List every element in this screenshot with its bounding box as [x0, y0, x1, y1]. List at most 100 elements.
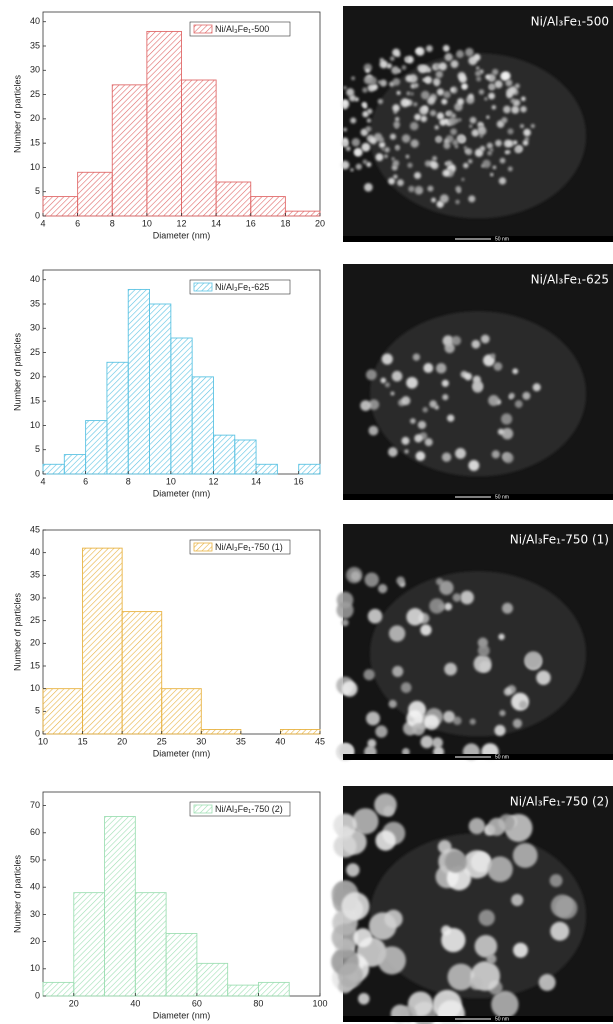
histogram-bar	[82, 547, 123, 735]
histogram-bar	[215, 181, 252, 217]
x-tick-label: 12	[208, 476, 218, 486]
particle	[400, 682, 412, 693]
x-tick-label: 35	[236, 736, 246, 746]
particle	[420, 735, 434, 749]
particle	[384, 382, 390, 388]
particle	[455, 185, 462, 192]
particle	[478, 89, 485, 95]
y-axis-label: Number of particles	[12, 592, 22, 671]
particle	[495, 139, 502, 147]
particle	[432, 156, 438, 162]
particle	[492, 68, 499, 76]
particle	[418, 65, 426, 74]
x-tick-label: 12	[176, 218, 186, 228]
particle	[522, 140, 529, 146]
y-tick-label: 5	[35, 706, 40, 716]
particle	[503, 105, 511, 114]
particle	[444, 53, 453, 62]
histogram-bar	[255, 463, 278, 475]
particle	[431, 197, 436, 203]
histogram-bar	[63, 454, 87, 475]
legend-swatch	[193, 282, 213, 292]
particle	[358, 992, 370, 1005]
y-tick-label: 0	[35, 990, 40, 1000]
particle	[353, 928, 373, 948]
particle	[463, 162, 469, 169]
particle	[550, 894, 574, 918]
y-tick-label: 0	[35, 468, 40, 478]
scale-label: 50 nm	[495, 494, 509, 500]
particle	[435, 363, 447, 374]
particle	[378, 137, 385, 143]
particle	[469, 124, 473, 128]
particle	[442, 44, 450, 52]
particle	[389, 56, 395, 61]
particle	[524, 651, 542, 669]
histogram-bar	[73, 892, 106, 997]
y-tick-label: 0	[35, 728, 40, 738]
histogram-bar	[227, 984, 259, 997]
particle	[432, 77, 441, 86]
particle	[343, 86, 347, 90]
particle	[473, 654, 492, 673]
x-tick-label: 8	[110, 218, 115, 228]
x-tick-label: 6	[75, 218, 80, 228]
particle	[519, 124, 525, 129]
particle	[353, 147, 363, 157]
particle	[345, 146, 351, 151]
particle	[414, 171, 422, 180]
particle	[378, 141, 386, 149]
particle	[479, 145, 486, 152]
particle	[408, 74, 418, 83]
y-tick-label: 10	[30, 963, 40, 973]
histogram-bar	[42, 463, 65, 475]
particle	[468, 460, 480, 471]
particle	[367, 84, 376, 92]
particle	[391, 66, 400, 75]
particle	[503, 687, 512, 696]
particle	[402, 748, 409, 756]
histogram-bar	[191, 376, 214, 475]
particle	[493, 362, 503, 371]
particle	[375, 153, 384, 162]
x-tick-label: 20	[315, 218, 325, 228]
legend-swatch	[193, 542, 213, 552]
y-tick-label: 30	[30, 65, 40, 75]
y-tick-label: 40	[30, 547, 40, 557]
particle	[507, 166, 513, 172]
particle	[494, 80, 503, 89]
y-tick-label: 25	[30, 615, 40, 625]
particle	[521, 96, 526, 102]
x-tick-label: 4	[40, 476, 45, 486]
histogram-bar	[284, 210, 321, 217]
scale-label: 50 nm	[495, 1016, 509, 1022]
particle	[401, 436, 410, 445]
particle	[436, 112, 445, 120]
histogram-bar	[146, 30, 182, 217]
particle	[439, 580, 454, 595]
particle	[468, 159, 473, 164]
particle	[350, 571, 361, 581]
particle	[476, 76, 482, 82]
particle	[458, 118, 462, 122]
y-tick-label: 40	[30, 274, 40, 284]
y-tick-label: 10	[30, 420, 40, 430]
haze	[370, 571, 586, 737]
particle	[513, 140, 518, 145]
image-label: Ni/Al₃Fe₁-750 (2)	[510, 795, 609, 809]
particle	[505, 79, 513, 87]
histogram-bar	[181, 79, 217, 217]
particle	[492, 165, 497, 170]
scale-label: 50 nm	[495, 754, 509, 760]
particle	[388, 177, 395, 185]
particle	[435, 136, 442, 143]
particle	[343, 127, 347, 132]
particle	[404, 56, 409, 61]
legend-swatch	[193, 804, 213, 814]
particle	[499, 157, 506, 164]
particle	[429, 400, 437, 408]
particle	[409, 121, 419, 131]
x-tick-label: 15	[78, 736, 88, 746]
particle	[366, 711, 380, 726]
histogram-bar	[234, 439, 257, 475]
